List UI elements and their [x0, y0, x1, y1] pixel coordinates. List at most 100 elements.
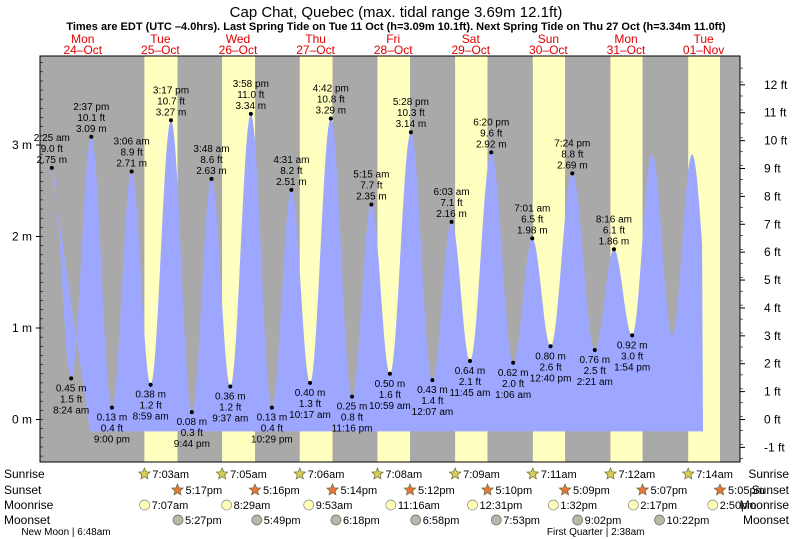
tide-height-ft-label: 2.1 ft [459, 377, 481, 388]
tide-height-m-label: 0.40 m [295, 388, 326, 399]
moonrise-time: 2:17pm [640, 500, 677, 512]
tide-point [49, 165, 54, 170]
sunrise-time: 7:11am [541, 469, 577, 481]
tide-height-ft-label: 0.3 ft [181, 428, 203, 439]
y-right-tick-label: 7 ft [764, 217, 781, 231]
moon-phase-label: First Quarter | 2:38am [547, 527, 645, 538]
tide-height-m-label: 2.35 m [356, 191, 387, 202]
moonset-time: 9:02pm [585, 515, 622, 527]
date-label: 28–Oct [374, 43, 413, 57]
moonrise-icon [221, 499, 232, 511]
tide-height-m-label: 0.13 m [97, 413, 128, 424]
sunrise-icon [370, 467, 385, 480]
sunrise-time: 7:12am [618, 469, 655, 481]
y-right-tick-label: 6 ft [764, 245, 781, 259]
tide-point [189, 410, 194, 415]
sunrise-time: 7:09am [463, 469, 500, 481]
tide-height-ft-label: 0.8 ft [341, 413, 363, 424]
moonrise-icon [139, 499, 150, 511]
moonset-time: 10:22pm [667, 515, 710, 527]
tide-curve [51, 113, 704, 432]
tide-time-label: 2:21 am [577, 377, 613, 388]
tide-time-label: 4:42 pm [313, 83, 349, 94]
tide-time-label: 4:31 am [273, 155, 309, 166]
date-label: 01–Nov [683, 43, 724, 57]
sunset-time: 5:05pm [728, 485, 765, 497]
tide-point [467, 358, 472, 363]
tide-point [248, 111, 253, 116]
day-of-week-label: Sat [462, 32, 481, 46]
y-left-tick-label: 0 m [12, 413, 32, 427]
tide-time-label: 8:24 am [53, 405, 89, 416]
tide-height-m-label: 0.13 m [257, 413, 288, 424]
date-label: 31–Oct [607, 43, 646, 57]
tide-point [611, 247, 616, 252]
sunset-time: 5:09pm [573, 485, 610, 497]
date-label: 30–Oct [529, 43, 568, 57]
tide-height-ft-label: 0.4 ft [101, 424, 123, 435]
tide-time-label: 8:59 am [133, 412, 169, 423]
tide-height-ft-label: 2.5 ft [584, 366, 606, 377]
y-left-tick-label: 3 m [12, 138, 32, 152]
tide-time-label: 5:28 pm [393, 97, 429, 108]
tide-point [449, 219, 454, 224]
y-right-tick-label: 1 ft [764, 385, 781, 399]
tide-height-ft-label: 2.6 ft [539, 362, 561, 373]
sunrise-icon [681, 467, 695, 480]
moonrise-icon [467, 499, 478, 511]
day-of-week-label: Mon [614, 32, 637, 46]
tide-height-ft-label: 1.6 ft [379, 390, 401, 401]
row-label-right-moonset: Moonset [743, 513, 790, 527]
tide-point [169, 118, 174, 123]
tide-time-label: 9:00 pm [94, 435, 130, 446]
date-label: 25–Oct [141, 43, 180, 57]
moonset-icon [251, 514, 263, 526]
tide-height-ft-label: 6.5 ft [521, 214, 543, 225]
tide-height-m-label: 3.27 m [156, 107, 187, 118]
tide-point [148, 382, 153, 387]
y-right-tick-label: 11 ft [764, 106, 787, 120]
tide-time-label: 9:37 am [212, 414, 248, 425]
sunset-time: 5:17pm [185, 485, 222, 497]
sunrise-time: 7:06am [308, 469, 345, 481]
tide-height-m-label: 0.62 m [498, 368, 529, 379]
sunset-icon [170, 483, 185, 496]
tide-time-label: 11:45 am [450, 388, 491, 399]
tide-time-label: 10:17 am [289, 410, 331, 421]
tide-point [269, 405, 274, 410]
row-label-left-moonrise: Moonrise [4, 498, 54, 512]
moonset-icon [572, 514, 583, 526]
tide-height-ft-label: 1.3 ft [299, 399, 321, 410]
sunset-time: 5:10pm [496, 485, 533, 497]
tide-height-m-label: 2.75 m [37, 155, 68, 166]
row-label-left-sunrise: Sunrise [4, 467, 45, 481]
sunset-time: 5:12pm [418, 485, 455, 497]
tide-height-m-label: 3.29 m [316, 105, 347, 116]
tide-height-m-label: 0.43 m [417, 385, 448, 396]
tide-time-label: 1:54 pm [614, 362, 650, 373]
tide-height-m-label: 0.80 m [535, 351, 566, 362]
tide-point [69, 376, 74, 381]
plot-frame [39, 55, 741, 463]
tide-time-label: 12:40 pm [530, 373, 572, 384]
tide-time-label: 7:24 pm [554, 138, 590, 149]
tide-height-ft-label: 8.2 ft [280, 166, 302, 177]
tide-point [570, 171, 575, 176]
sunrise-icon [293, 467, 307, 480]
tide-height-m-label: 2.51 m [276, 177, 307, 188]
sunrise-time: 7:03am [152, 469, 189, 481]
sunrise-time: 7:14am [696, 469, 733, 481]
tide-height-m-label: 0.64 m [455, 366, 486, 377]
row-label-left-moonset: Moonset [4, 513, 51, 527]
y-right-tick-label: 4 ft [764, 301, 781, 315]
chart-header: Cap Chat, Quebec (max. tidal range 3.69m… [66, 4, 726, 33]
date-label: 26–Oct [219, 43, 258, 57]
tide-height-m-label: 0.38 m [135, 390, 166, 401]
sunrise-icon [215, 467, 229, 480]
sunset-icon [248, 483, 262, 496]
tide-height-m-label: 0.25 m [337, 402, 368, 413]
sunrise-icon [448, 467, 462, 480]
tide-height-m-label: 3.14 m [396, 119, 427, 130]
tide-time-label: 2:37 pm [73, 102, 109, 113]
